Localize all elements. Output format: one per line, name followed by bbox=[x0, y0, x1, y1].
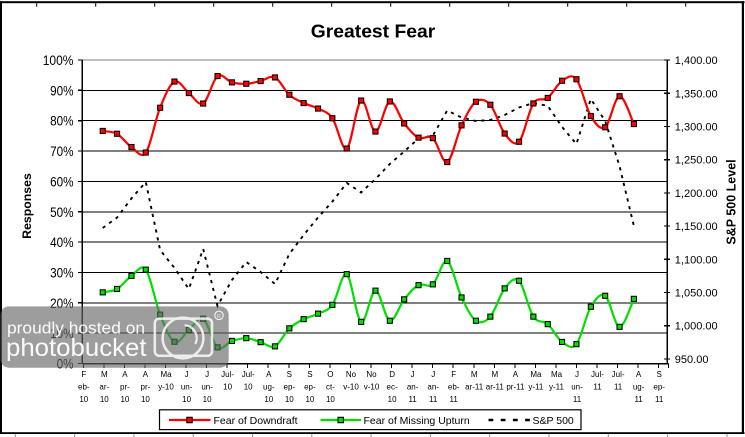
svg-text:1,300.00: 1,300.00 bbox=[675, 122, 718, 134]
svg-text:Jun-11: Jun-11 bbox=[571, 370, 583, 404]
svg-text:60%: 60% bbox=[50, 173, 73, 189]
svg-text:Jan-11: Jan-11 bbox=[427, 370, 439, 404]
svg-text:40%: 40% bbox=[50, 234, 73, 250]
svg-text:Mar-10: Mar-10 bbox=[99, 370, 109, 404]
svg-text:50%: 50% bbox=[50, 204, 73, 220]
svg-text:1,050.00: 1,050.00 bbox=[675, 288, 718, 300]
svg-text:proudly hosted on: proudly hosted on bbox=[7, 318, 145, 337]
svg-text:Fear of Missing Upturn: Fear of Missing Upturn bbox=[364, 415, 470, 427]
svg-text:Responses: Responses bbox=[20, 173, 34, 239]
svg-text:30%: 30% bbox=[50, 265, 73, 281]
svg-text:Fear of Downdraft: Fear of Downdraft bbox=[214, 415, 298, 427]
svg-text:Jan-11: Jan-11 bbox=[407, 370, 419, 404]
svg-text:1,150.00: 1,150.00 bbox=[675, 221, 718, 233]
svg-text:90%: 90% bbox=[50, 82, 73, 98]
svg-text:Feb-11: Feb-11 bbox=[448, 370, 460, 404]
svg-text:Feb-10: Feb-10 bbox=[78, 370, 90, 404]
svg-text:S&P 500: S&P 500 bbox=[533, 415, 574, 427]
svg-text:Dec-10: Dec-10 bbox=[387, 370, 398, 404]
svg-text:100%: 100% bbox=[43, 52, 74, 68]
svg-text:70%: 70% bbox=[50, 143, 73, 159]
svg-text:Sep-11: Sep-11 bbox=[653, 370, 665, 404]
svg-text:1,100.00: 1,100.00 bbox=[675, 254, 718, 266]
svg-text:Sep-10: Sep-10 bbox=[284, 370, 296, 404]
svg-text:1,200.00: 1,200.00 bbox=[675, 188, 718, 200]
svg-text:1,400.00: 1,400.00 bbox=[675, 55, 718, 67]
svg-text:Sep-10: Sep-10 bbox=[304, 370, 316, 404]
svg-text:Jun-10: Jun-10 bbox=[181, 370, 193, 404]
svg-text:photobucket: photobucket bbox=[6, 334, 147, 362]
svg-text:1,350.00: 1,350.00 bbox=[675, 88, 718, 100]
svg-text:Aug-11: Aug-11 bbox=[633, 370, 645, 404]
svg-text:1,250.00: 1,250.00 bbox=[675, 155, 718, 167]
svg-text:Jun-10: Jun-10 bbox=[201, 370, 213, 404]
svg-text:Greatest Fear: Greatest Fear bbox=[311, 21, 436, 41]
svg-text:R: R bbox=[217, 314, 221, 320]
svg-text:Apr-10: Apr-10 bbox=[120, 370, 130, 404]
svg-text:Aug-10: Aug-10 bbox=[263, 370, 275, 404]
svg-text:Oct-10: Oct-10 bbox=[326, 370, 335, 404]
svg-text:Apr-10: Apr-10 bbox=[141, 370, 151, 404]
svg-text:80%: 80% bbox=[50, 113, 73, 129]
svg-text:950.00: 950.00 bbox=[675, 354, 709, 366]
svg-text:S&P 500 Level: S&P 500 Level bbox=[724, 159, 738, 244]
svg-text:1,000.00: 1,000.00 bbox=[675, 321, 718, 333]
